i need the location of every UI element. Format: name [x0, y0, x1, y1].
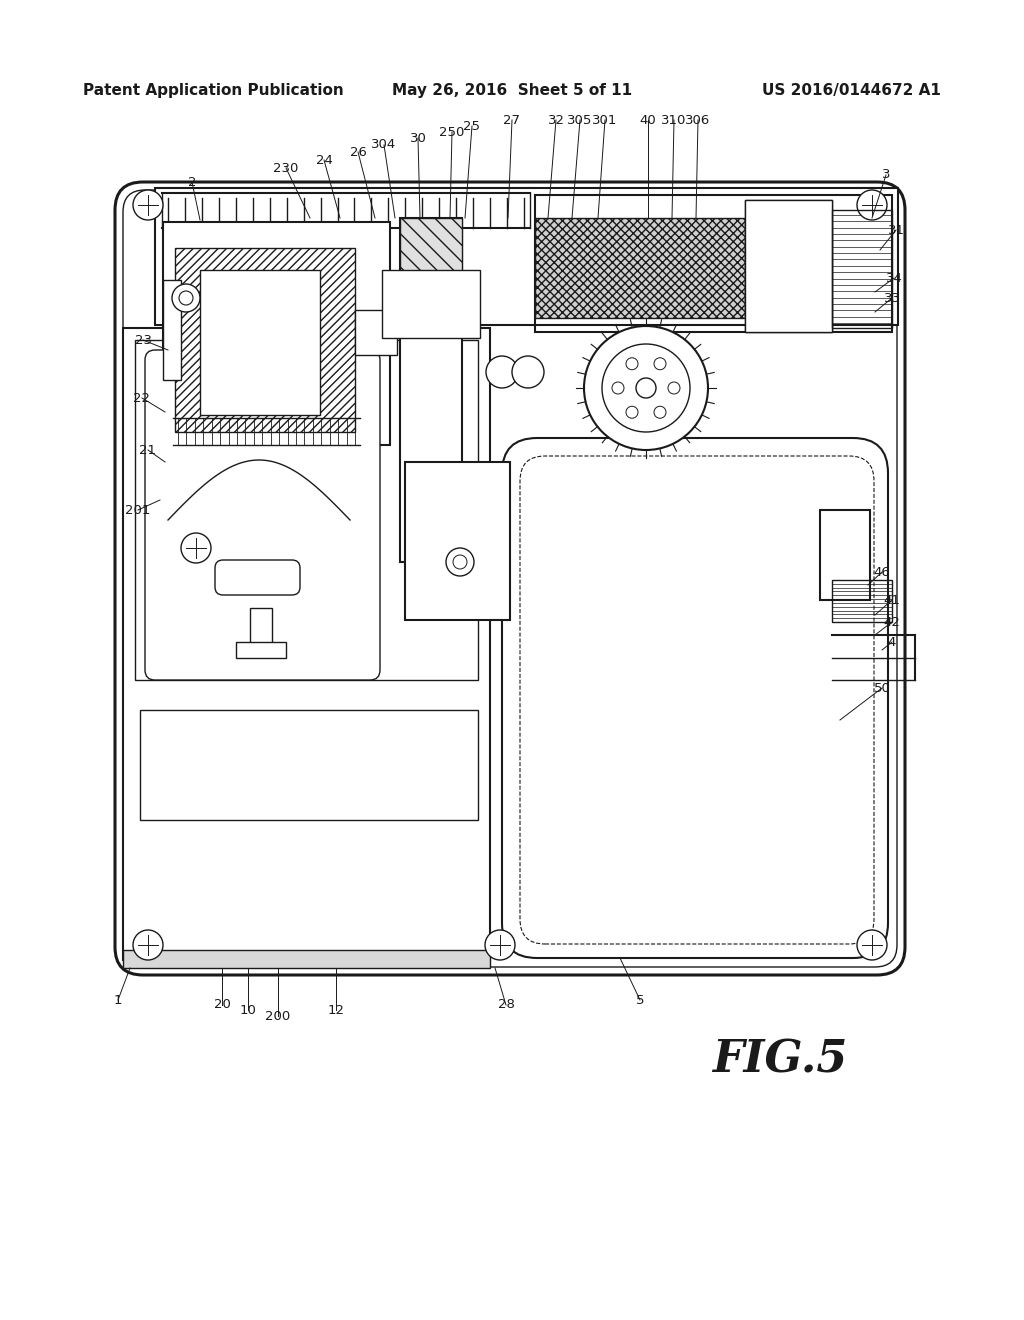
Bar	[535, 218, 745, 318]
Text: 306: 306	[685, 114, 711, 127]
Text: 2: 2	[187, 176, 197, 189]
Circle shape	[636, 378, 656, 399]
Bar	[163, 280, 181, 380]
Bar	[135, 341, 478, 680]
Text: 305: 305	[567, 114, 593, 127]
Text: May 26, 2016  Sheet 5 of 11: May 26, 2016 Sheet 5 of 11	[392, 83, 632, 98]
Circle shape	[446, 548, 474, 576]
Text: 310: 310	[662, 114, 687, 127]
Bar	[155, 187, 898, 325]
Text: 32: 32	[548, 114, 564, 127]
Text: 33: 33	[884, 292, 900, 305]
Text: 12: 12	[328, 1003, 344, 1016]
Bar	[831, 579, 892, 622]
Text: 28: 28	[498, 998, 514, 1011]
Bar	[400, 218, 462, 294]
Circle shape	[654, 358, 666, 370]
Circle shape	[626, 407, 638, 418]
Text: 3: 3	[882, 169, 890, 181]
Bar	[355, 310, 397, 355]
Text: 301: 301	[592, 114, 617, 127]
Text: 21: 21	[139, 444, 157, 457]
Circle shape	[485, 931, 515, 960]
Text: 23: 23	[134, 334, 152, 346]
Circle shape	[584, 326, 708, 450]
Text: 200: 200	[265, 1010, 291, 1023]
Text: FIG.5: FIG.5	[713, 1039, 848, 1081]
FancyBboxPatch shape	[115, 182, 905, 975]
Text: 50: 50	[873, 681, 891, 694]
Text: 31: 31	[888, 223, 904, 236]
Text: 20: 20	[214, 998, 230, 1011]
Bar	[820, 510, 870, 601]
Text: 27: 27	[504, 114, 520, 127]
Circle shape	[857, 931, 887, 960]
Text: 40: 40	[640, 114, 656, 127]
Text: 24: 24	[315, 153, 333, 166]
Circle shape	[626, 358, 638, 370]
FancyBboxPatch shape	[502, 438, 888, 958]
FancyBboxPatch shape	[215, 560, 300, 595]
Text: US 2016/0144672 A1: US 2016/0144672 A1	[762, 83, 941, 98]
Bar	[163, 222, 390, 445]
Text: 22: 22	[133, 392, 151, 404]
Text: 1: 1	[114, 994, 122, 1006]
Circle shape	[172, 284, 200, 312]
Bar	[745, 201, 831, 333]
Text: 34: 34	[886, 272, 902, 285]
Text: 26: 26	[349, 145, 367, 158]
Text: 25: 25	[464, 120, 480, 132]
Bar	[535, 195, 892, 333]
Bar	[400, 218, 462, 562]
Bar	[382, 271, 480, 338]
Bar	[236, 642, 286, 657]
Text: 5: 5	[636, 994, 644, 1006]
Bar	[175, 248, 355, 432]
Circle shape	[133, 931, 163, 960]
Bar	[831, 210, 892, 327]
Text: 46: 46	[873, 565, 891, 578]
Text: 30: 30	[410, 132, 426, 144]
Circle shape	[453, 554, 467, 569]
Bar	[123, 950, 490, 968]
Text: 304: 304	[372, 139, 396, 152]
Text: Patent Application Publication: Patent Application Publication	[83, 83, 344, 98]
Bar	[140, 710, 478, 820]
Circle shape	[486, 356, 518, 388]
Circle shape	[133, 190, 163, 220]
Circle shape	[857, 190, 887, 220]
Text: 4: 4	[888, 635, 896, 648]
Bar	[200, 271, 319, 414]
Circle shape	[181, 533, 211, 564]
Circle shape	[668, 381, 680, 393]
FancyBboxPatch shape	[145, 350, 380, 680]
Circle shape	[612, 381, 624, 393]
Text: 250: 250	[439, 125, 465, 139]
Circle shape	[512, 356, 544, 388]
Text: 42: 42	[884, 615, 900, 628]
Text: 230: 230	[273, 161, 299, 174]
Circle shape	[602, 345, 690, 432]
Text: 41: 41	[884, 594, 900, 606]
Text: 201: 201	[125, 503, 151, 516]
Text: 10: 10	[240, 1003, 256, 1016]
Bar	[123, 327, 490, 960]
Bar	[250, 609, 272, 648]
Circle shape	[179, 290, 193, 305]
Bar	[745, 201, 831, 333]
Circle shape	[654, 407, 666, 418]
Bar	[406, 462, 510, 620]
